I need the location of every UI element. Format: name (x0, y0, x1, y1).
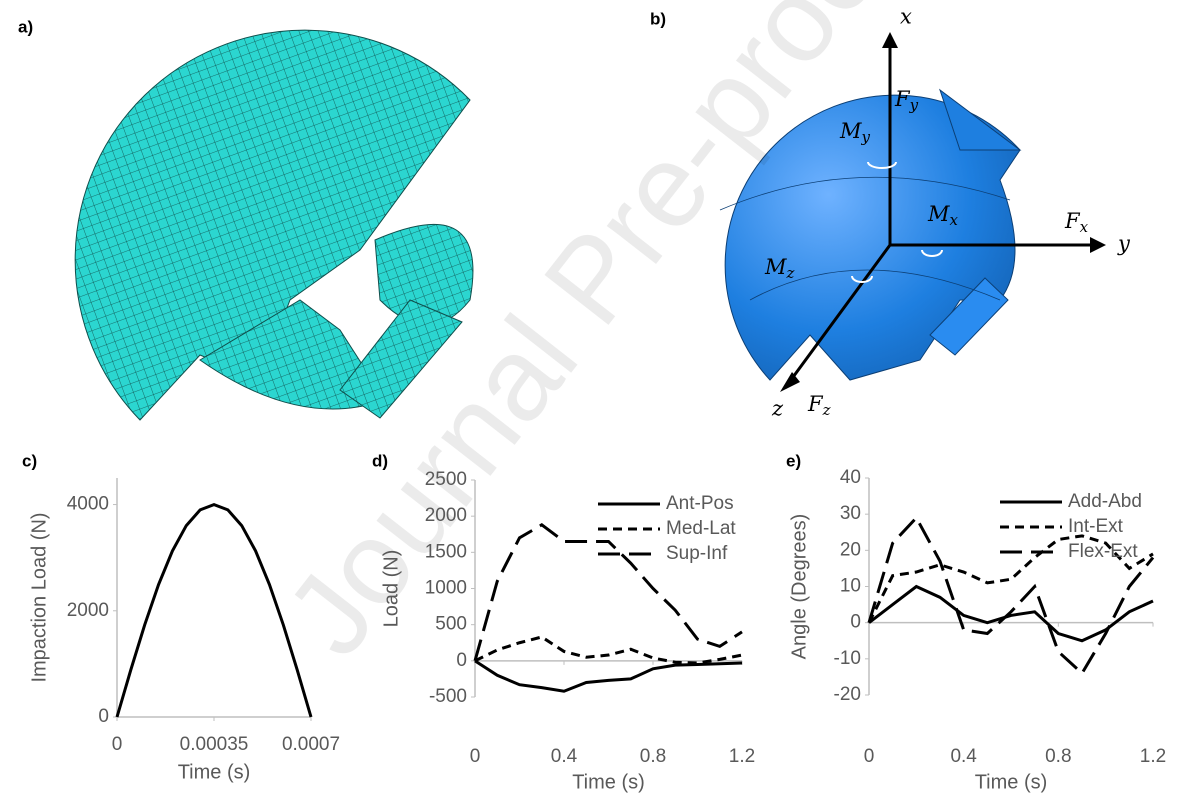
symbol-sub: x (950, 211, 959, 229)
panel-label: c) (22, 451, 37, 470)
y-tick-label: 10 (840, 576, 861, 597)
line-series (475, 661, 742, 691)
x-tick-label: 0 (864, 746, 875, 767)
symbol-sub: z (786, 264, 795, 282)
symbol-sub: z (822, 401, 831, 419)
y-tick-label: 2000 (67, 600, 109, 621)
legend-label: Add-Abd (1068, 491, 1142, 512)
y-axis-title: Impaction Load (N) (28, 512, 50, 682)
y-tick-label: 20 (840, 539, 861, 560)
symbol: Fy (894, 87, 919, 115)
symbol-base: F (807, 392, 824, 416)
x-axis-title: Time (s) (975, 771, 1048, 793)
x-tick-label: 0.4 (950, 746, 977, 767)
symbol: Fx (1064, 209, 1089, 237)
symbol-sub: x (1080, 218, 1089, 236)
legend-label: Ant-Pos (666, 493, 734, 514)
x-tick-label: 0.8 (640, 746, 666, 767)
y-tick-label: 2500 (425, 469, 467, 490)
line-series (475, 637, 742, 663)
mesh-model (75, 30, 473, 420)
panel-label: d) (372, 451, 388, 470)
panel-label: b) (650, 9, 666, 28)
legend-label: Sup-Inf (666, 543, 728, 564)
axis-symbol: z (771, 397, 784, 421)
x-tick-label: 1.2 (729, 746, 755, 767)
symbol-base: M (927, 202, 950, 226)
y-axis-title: Angle (Degrees) (788, 514, 810, 660)
x-tick-label: 0 (470, 746, 481, 767)
symbol-base: M (839, 119, 862, 143)
y-tick-label: 0 (456, 650, 467, 671)
y-tick-label: 1500 (425, 541, 467, 562)
panel-label: e) (786, 451, 801, 470)
axis-symbol: y (1117, 232, 1131, 256)
symbol-base: M (764, 255, 787, 279)
x-tick-label: 0.4 (551, 746, 578, 767)
symbol: Fz (807, 392, 831, 420)
x-tick-label: 0.00035 (180, 734, 249, 755)
symbol-base: F (894, 87, 911, 111)
y-tick-label: 4000 (67, 494, 109, 515)
symbol-sub: y (909, 96, 919, 114)
y-tick-label: -10 (834, 648, 861, 669)
symbol-base: F (1064, 209, 1081, 233)
y-tick-label: 0 (98, 706, 109, 727)
y-tick-label: 2000 (425, 505, 467, 526)
legend-label: Med-Lat (666, 518, 736, 539)
x-tick-label: 0 (112, 734, 123, 755)
panel-label: a) (18, 17, 33, 36)
symbol-sub: y (861, 128, 871, 146)
x-tick-label: 0.0007 (282, 734, 340, 755)
legend-label: Int-Ext (1068, 516, 1124, 537)
x-tick-label: 1.2 (1140, 746, 1166, 767)
y-axis-title: Load (N) (380, 550, 402, 628)
y-tick-label: 30 (840, 503, 861, 524)
x-axis-title: Time (s) (572, 771, 645, 793)
x-axis-title: Time (s) (178, 761, 251, 783)
y-tick-label: 0 (850, 612, 861, 633)
y-tick-label: 1000 (425, 578, 467, 599)
y-tick-label: 40 (840, 467, 861, 488)
y-tick-label: -500 (429, 686, 467, 707)
x-tick-label: 0.8 (1045, 746, 1071, 767)
axis-symbol: x (900, 5, 912, 29)
figure: xyzFyFxFzMyMxMz Journal Pre-proof 020004… (0, 0, 1178, 799)
y-tick-label: -20 (834, 684, 861, 705)
legend-label: Flex-Ext (1068, 541, 1138, 562)
y-tick-label: 500 (435, 614, 467, 635)
